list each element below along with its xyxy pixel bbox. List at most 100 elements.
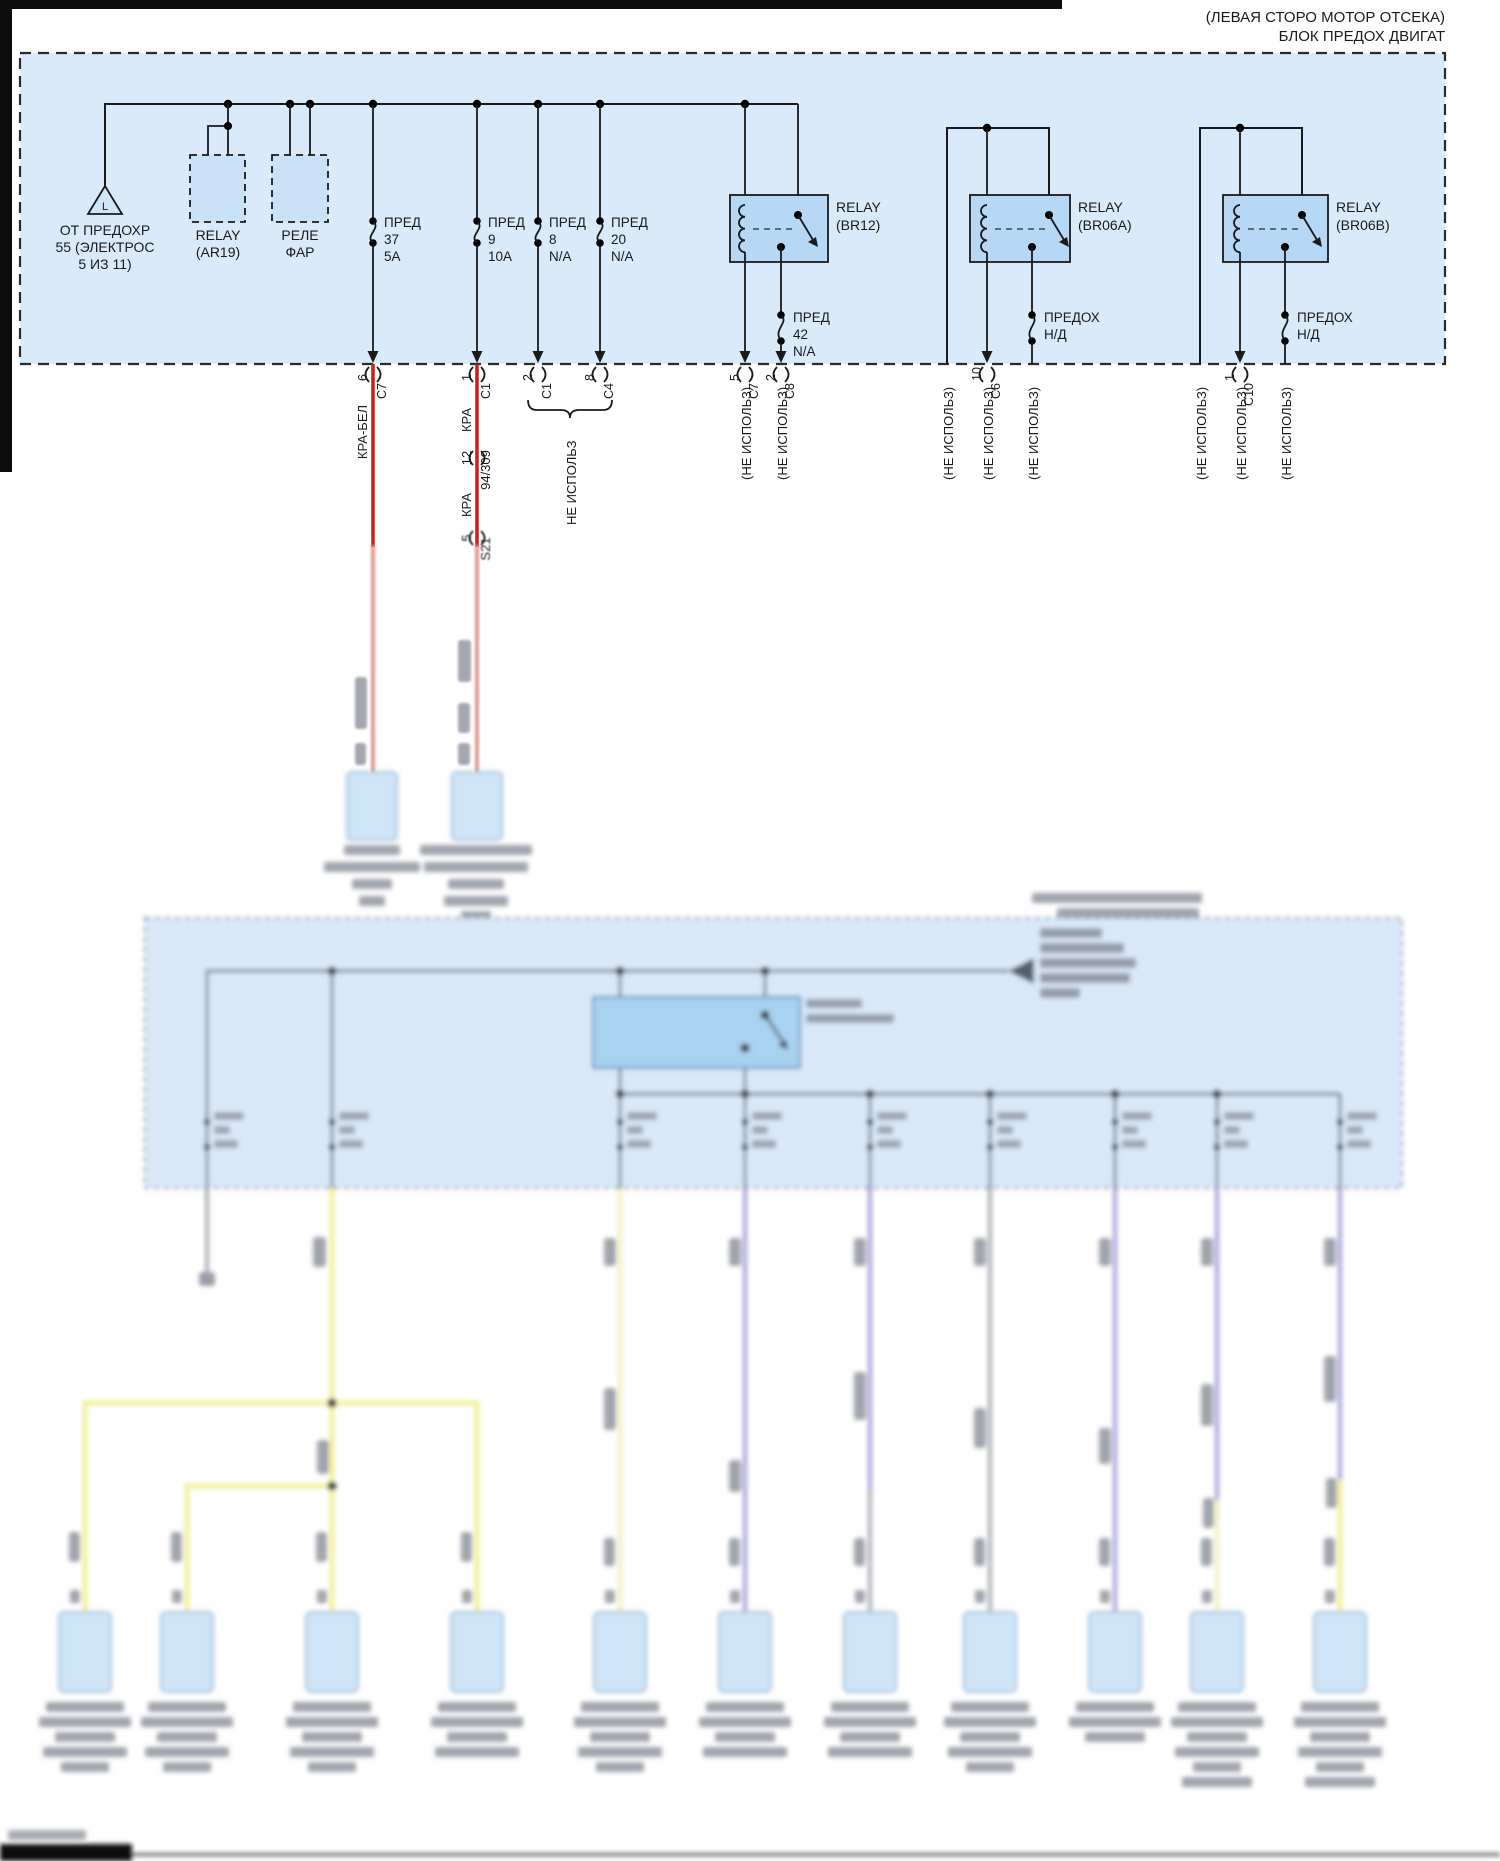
relay-br06a: RELAY (BR06A) ПРЕДОХ Н/Д xyxy=(946,123,1132,364)
pin-label: 6 xyxy=(356,374,370,381)
relay-br06b-label-1: RELAY xyxy=(1336,199,1382,215)
wire-code-smudge xyxy=(854,1372,866,1420)
not-used-labels: (НЕ ИСПОЛЬЗ) (НЕ ИСПОЛЬЗ) (НЕ ИСПОЛЬЗ) (… xyxy=(527,387,1294,525)
relay-br12-label-2: (BR12) xyxy=(836,217,880,233)
component-box xyxy=(718,1611,772,1693)
pin-label-smudge xyxy=(997,1140,1021,1148)
blurred-label-line xyxy=(1301,1702,1379,1712)
bottom-components xyxy=(39,1590,1386,1787)
fuse-20-num: 20 xyxy=(611,232,626,247)
pin-dot xyxy=(616,1118,624,1126)
footer-smudge xyxy=(8,1830,86,1840)
pin-dot xyxy=(1111,1118,1119,1126)
source-label-1: ОТ ПРЕДОХР xyxy=(60,222,151,238)
component-box xyxy=(450,1611,504,1693)
pin-label-smudge xyxy=(1122,1140,1146,1148)
pin-label-smudge xyxy=(1122,1112,1152,1120)
connector-exit-arrows xyxy=(367,351,1246,363)
relay-br06a-fuse-name: ПРЕДОХ xyxy=(1044,310,1100,325)
component-box xyxy=(451,771,503,841)
blurred-label-line xyxy=(574,1717,666,1727)
component-box xyxy=(58,1611,112,1693)
blurred-label-line xyxy=(831,1702,909,1712)
box-title-smudge xyxy=(1032,893,1202,918)
wire-code-smudges xyxy=(69,1237,1337,1566)
pin-label-smudge xyxy=(752,1112,782,1120)
wire-code-smudge xyxy=(1099,1538,1110,1566)
blurred-label-line xyxy=(431,1717,523,1727)
splice2-name: S21 xyxy=(478,537,493,560)
not-used-label: (НЕ ИСПОЛЬЗ) xyxy=(941,387,956,480)
not-used-brace-label: НЕ ИСПОЛЬЗ xyxy=(564,440,579,525)
wire-code-smudge xyxy=(317,1440,329,1474)
wire-code-smudge xyxy=(313,1237,326,1267)
fuse-9-num: 9 xyxy=(488,232,496,247)
wire-code-smudge xyxy=(69,1532,80,1562)
relay-coil-icon xyxy=(1233,204,1241,254)
blurred-label-line xyxy=(1171,1717,1263,1727)
pin-smudge xyxy=(730,1590,740,1603)
source-label-3: 5 ИЗ 11) xyxy=(78,256,131,272)
wire-code-smudge xyxy=(1324,1356,1336,1402)
not-used-label: (НЕ ИСПОЛЬЗ) xyxy=(1234,387,1249,480)
wire-code-smudges xyxy=(355,640,471,765)
pin-label-smudge xyxy=(627,1112,657,1120)
header: (ЛЕВАЯ СТОРО МОТОР ОТСЕКА) БЛОК ПРЕДОХ Д… xyxy=(1206,9,1445,45)
pin-dot xyxy=(1213,1143,1221,1151)
blurred-label-line xyxy=(1175,1747,1259,1757)
reference-note-smudge xyxy=(1040,928,1136,998)
wire-code-smudge xyxy=(1203,1498,1214,1528)
wire-code-smudge xyxy=(1201,1538,1212,1566)
wire-code-smudge xyxy=(974,1538,985,1566)
wire-code-smudge xyxy=(729,1538,740,1566)
fuse-37-name: ПРЕД xyxy=(384,215,421,230)
blurred-label-line xyxy=(290,1747,374,1757)
pin-dot xyxy=(741,1118,749,1126)
pin-smudge xyxy=(462,1590,472,1603)
pin-dot xyxy=(328,1143,336,1151)
pin-label-smudge xyxy=(752,1126,768,1134)
blurred-label-line xyxy=(39,1717,131,1727)
blurred-label-line xyxy=(286,1717,378,1727)
blurred-label-line xyxy=(308,1762,356,1772)
relay-br12: RELAY (BR12) ПРЕД 42 N/A xyxy=(729,99,882,359)
pin-label-smudge xyxy=(997,1112,1027,1120)
fuse-37: ПРЕД 37 5А xyxy=(368,99,421,357)
blurred-label-line xyxy=(960,1732,1020,1742)
wire-kra-label2: КРА xyxy=(459,493,474,517)
conn-label: C7 xyxy=(747,383,761,399)
pin-label-smudge xyxy=(997,1126,1013,1134)
relay-switch-arrow-icon xyxy=(808,237,818,247)
wire-yellow-branch1 xyxy=(82,1400,480,1612)
pin-dot xyxy=(1111,1143,1119,1151)
inner-box-label-smudge xyxy=(806,999,894,1023)
relay-br12-fuse-num: 42 xyxy=(793,327,808,342)
blurred-label-line xyxy=(715,1732,775,1742)
component-box xyxy=(346,771,398,841)
blurred-label-line xyxy=(447,1732,507,1742)
splice-94-309 xyxy=(468,450,486,466)
page-border-left xyxy=(0,0,12,472)
fuse-icon xyxy=(473,221,481,243)
wire-code-smudge xyxy=(604,1388,616,1430)
wire-code-smudge xyxy=(316,1532,327,1562)
component-box xyxy=(160,1611,214,1693)
not-used-label: (НЕ ИСПОЛЬЗ) xyxy=(775,387,790,480)
upper-components xyxy=(324,771,532,921)
blurred-label-line xyxy=(1182,1777,1252,1787)
conn-label: C8 xyxy=(783,383,797,399)
relay-ar19-label-1: RELAY xyxy=(196,227,242,243)
blurred-label-line xyxy=(55,1732,115,1742)
wire-code-smudge xyxy=(854,1538,865,1566)
blurred-label-line xyxy=(828,1747,912,1757)
blurred-label-line xyxy=(966,1762,1014,1772)
pin-smudge xyxy=(70,1590,80,1603)
relay-ar19: RELAY (AR19) xyxy=(189,99,246,260)
relay-switch-arrow-icon xyxy=(1059,237,1069,247)
header-line1: (ЛЕВАЯ СТОРО МОТОР ОТСЕКА) xyxy=(1206,9,1445,26)
blurred-label-line xyxy=(824,1717,916,1727)
pin-label-smudge xyxy=(1224,1126,1240,1134)
relay-br12-fuse-rating: N/A xyxy=(793,344,816,359)
relay-br06b-fuse-rating: Н/Д xyxy=(1297,327,1320,342)
